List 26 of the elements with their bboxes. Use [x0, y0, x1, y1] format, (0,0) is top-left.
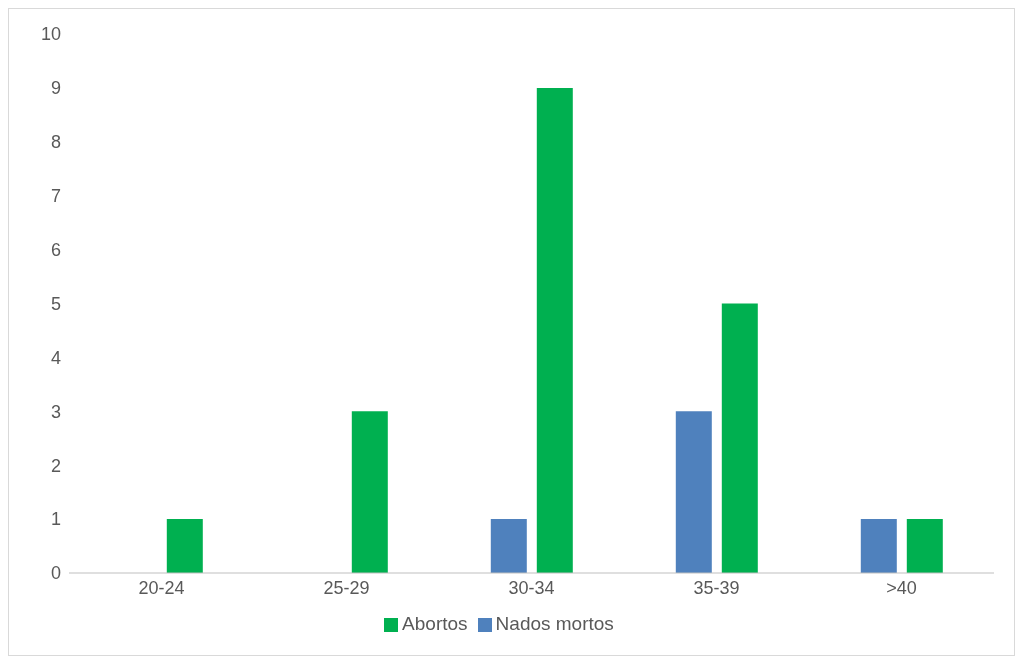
x-tick-label: 35-39 [693, 577, 740, 598]
bar [351, 411, 388, 573]
bar [490, 519, 527, 573]
x-tick-label: 25-29 [323, 577, 370, 598]
x-tick-label: 30-34 [508, 577, 555, 598]
bar [536, 87, 573, 573]
y-tick-label: 0 [50, 563, 61, 584]
legend-label: Nados mortos [495, 613, 614, 634]
y-tick-label: 8 [50, 132, 61, 153]
y-tick-label: 9 [50, 78, 61, 99]
x-tick-label: 20-24 [138, 577, 185, 598]
bar [675, 411, 712, 573]
y-tick-label: 4 [50, 347, 61, 368]
bar [721, 303, 758, 573]
x-tick-label: >40 [886, 577, 917, 598]
bar [166, 519, 203, 573]
y-tick-label: 6 [50, 239, 61, 260]
y-tick-label: 2 [50, 455, 61, 476]
y-tick-label: 10 [40, 24, 61, 45]
legend-label: Abortos [402, 613, 468, 634]
y-tick-label: 5 [50, 293, 61, 314]
y-tick-label: 1 [50, 509, 61, 530]
bar [860, 519, 897, 573]
y-tick-label: 3 [50, 401, 61, 422]
y-tick-label: 7 [50, 186, 61, 207]
bar [906, 519, 943, 573]
